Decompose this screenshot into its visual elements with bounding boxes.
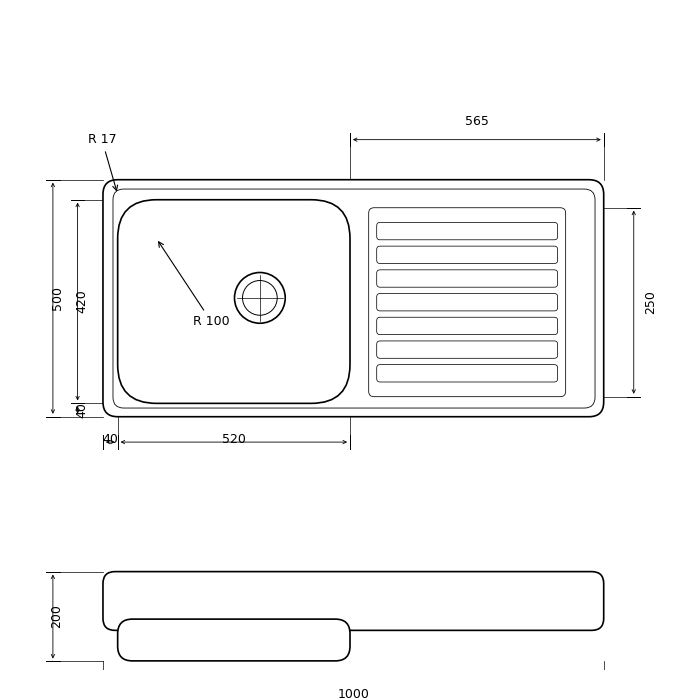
FancyBboxPatch shape bbox=[118, 619, 350, 661]
Text: R 17: R 17 bbox=[88, 133, 118, 190]
Text: 565: 565 bbox=[465, 115, 489, 127]
Text: R 100: R 100 bbox=[159, 241, 230, 328]
FancyBboxPatch shape bbox=[103, 572, 603, 631]
Text: 200: 200 bbox=[50, 605, 64, 629]
Text: 520: 520 bbox=[222, 433, 246, 446]
Text: 1000: 1000 bbox=[337, 687, 370, 700]
Text: 40: 40 bbox=[76, 402, 88, 418]
Text: 250: 250 bbox=[645, 290, 657, 314]
Text: 420: 420 bbox=[76, 290, 88, 314]
Text: 500: 500 bbox=[50, 286, 64, 310]
FancyBboxPatch shape bbox=[118, 199, 350, 403]
FancyBboxPatch shape bbox=[103, 180, 603, 416]
Text: 40: 40 bbox=[102, 433, 118, 446]
